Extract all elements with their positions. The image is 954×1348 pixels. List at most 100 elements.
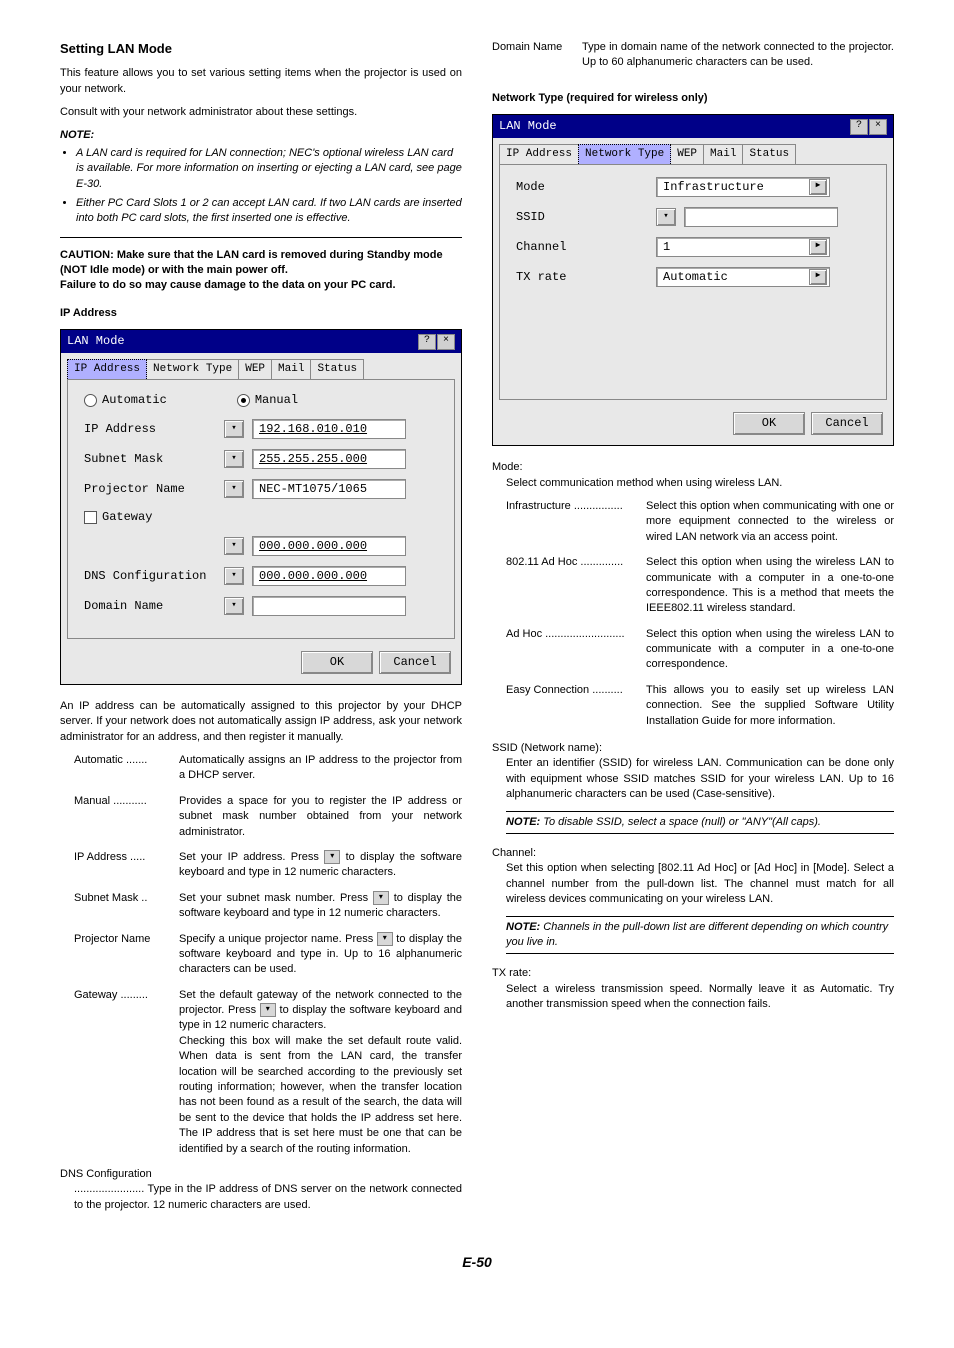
- intro-text: This feature allows you to set various s…: [60, 66, 462, 97]
- field-label: TX rate: [516, 269, 656, 286]
- tab-mail[interactable]: Mail: [703, 144, 743, 164]
- dialog-tabs: IP Address Network Type WEP Mail Status: [61, 353, 461, 379]
- network-type-heading: Network Type (required for wireless only…: [492, 91, 894, 106]
- ssid-label: SSID (Network name):: [492, 741, 894, 756]
- keyboard-inline-icon: ▾: [377, 932, 393, 946]
- cancel-button[interactable]: Cancel: [811, 412, 883, 435]
- tab-status[interactable]: Status: [310, 359, 364, 379]
- cancel-button[interactable]: Cancel: [379, 651, 451, 674]
- help-icon[interactable]: ?: [850, 119, 868, 135]
- tab-status[interactable]: Status: [742, 144, 796, 164]
- dialog-title-text: LAN Mode: [67, 333, 125, 350]
- keyboard-icon[interactable]: ▾: [224, 420, 244, 438]
- mode-select[interactable]: Infrastructure ▶: [656, 177, 830, 197]
- def-term: Manual ...........: [74, 794, 179, 840]
- lan-mode-dialog: LAN Mode ? × IP Address Network Type WEP…: [60, 329, 462, 685]
- def-desc: Set the default gateway of the network c…: [179, 988, 462, 1157]
- ssid-note: NOTE: To disable SSID, select a space (n…: [506, 811, 894, 834]
- keyboard-inline-icon: ▾: [373, 891, 389, 905]
- ip-address-field[interactable]: 192.168.010.010: [252, 419, 406, 439]
- field-label: Channel: [516, 239, 656, 256]
- ssid-desc: Enter an identifier (SSID) for wireless …: [506, 756, 894, 802]
- txrate-select[interactable]: Automatic ▶: [656, 267, 830, 287]
- channel-desc: Set this option when selecting [802.11 A…: [506, 861, 894, 907]
- chevron-right-icon: ▶: [809, 179, 827, 195]
- keyboard-icon[interactable]: ▾: [224, 567, 244, 585]
- ok-button[interactable]: OK: [733, 412, 805, 435]
- def-term: Infrastructure ................: [506, 499, 646, 545]
- projector-name-field[interactable]: NEC-MT1075/1065: [252, 479, 406, 499]
- def-term: Domain Name: [492, 40, 582, 71]
- keyboard-inline-icon: ▾: [324, 850, 340, 864]
- def-desc: Set your IP address. Press ▾ to display …: [179, 850, 462, 881]
- channel-label: Channel:: [492, 846, 894, 861]
- radio-automatic[interactable]: Automatic: [84, 392, 167, 409]
- field-label: Subnet Mask: [84, 451, 224, 468]
- note-label: NOTE:: [60, 129, 94, 141]
- def-desc: This allows you to easily set up wireles…: [646, 683, 894, 729]
- close-icon[interactable]: ×: [437, 334, 455, 350]
- gateway-field[interactable]: 000.000.000.000: [252, 536, 406, 556]
- keyboard-icon[interactable]: ▾: [656, 208, 676, 226]
- field-label: SSID: [516, 209, 656, 226]
- intro-text-2: Consult with your network administrator …: [60, 105, 462, 120]
- select-value: Infrastructure: [663, 179, 764, 196]
- def-term: Projector Name: [74, 932, 179, 978]
- field-label: Projector Name: [84, 481, 224, 498]
- page-number: E-50: [60, 1253, 894, 1273]
- def-term: Gateway .........: [74, 988, 179, 1157]
- tab-mail[interactable]: Mail: [271, 359, 311, 379]
- chevron-right-icon: ▶: [809, 239, 827, 255]
- def-desc: Type in domain name of the network conne…: [582, 40, 894, 71]
- def-desc: Set your subnet mask number. Press ▾ to …: [179, 891, 462, 922]
- def-term: Ad Hoc ..........................: [506, 627, 646, 673]
- keyboard-inline-icon: ▾: [260, 1003, 276, 1017]
- def-term: Subnet Mask ..: [74, 891, 179, 922]
- lan-mode-dialog-2: LAN Mode ? × IP Address Network Type WEP…: [492, 114, 894, 446]
- keyboard-icon[interactable]: ▾: [224, 450, 244, 468]
- def-desc: Specify a unique projector name. Press ▾…: [179, 932, 462, 978]
- radio-manual[interactable]: Manual: [237, 392, 298, 409]
- gateway-checkbox[interactable]: [84, 511, 97, 524]
- domain-name-field[interactable]: [252, 596, 406, 616]
- tab-wep[interactable]: WEP: [670, 144, 704, 164]
- tab-ip-address[interactable]: IP Address: [67, 359, 147, 379]
- note-item: Either PC Card Slots 1 or 2 can accept L…: [76, 196, 462, 227]
- tab-network-type[interactable]: Network Type: [146, 359, 239, 379]
- def-term: 802.11 Ad Hoc ..............: [506, 555, 646, 617]
- tab-ip-address[interactable]: IP Address: [499, 144, 579, 164]
- select-value: 1: [663, 239, 670, 256]
- radio-label: Manual: [255, 392, 298, 409]
- section-heading: Setting LAN Mode: [60, 40, 462, 58]
- ip-address-heading: IP Address: [60, 306, 462, 321]
- channel-select[interactable]: 1 ▶: [656, 237, 830, 257]
- def-term: Automatic .......: [74, 753, 179, 784]
- dns-config-label: DNS Configuration: [60, 1167, 462, 1182]
- keyboard-icon[interactable]: ▾: [224, 537, 244, 555]
- radio-icon: [84, 394, 97, 407]
- def-desc: Select this option when using the wirele…: [646, 555, 894, 617]
- help-icon[interactable]: ?: [418, 334, 436, 350]
- def-desc: Provides a space for you to register the…: [179, 794, 462, 840]
- dns-config-desc: ....................... Type in the IP a…: [74, 1182, 462, 1213]
- ssid-field[interactable]: [684, 207, 838, 227]
- dns-field[interactable]: 000.000.000.000: [252, 566, 406, 586]
- tab-wep[interactable]: WEP: [238, 359, 272, 379]
- mode-label: Mode:: [492, 460, 894, 475]
- select-value: Automatic: [663, 269, 728, 286]
- tab-network-type[interactable]: Network Type: [578, 144, 671, 164]
- subnet-mask-field[interactable]: 255.255.255.000: [252, 449, 406, 469]
- dialog-title-text: LAN Mode: [499, 118, 557, 135]
- dialog-titlebar: LAN Mode ? ×: [61, 330, 461, 353]
- tx-desc: Select a wireless transmission speed. No…: [506, 982, 894, 1013]
- def-desc: Automatically assigns an IP address to t…: [179, 753, 462, 784]
- radio-icon: [237, 394, 250, 407]
- note-item: A LAN card is required for LAN connectio…: [76, 146, 462, 192]
- keyboard-icon[interactable]: ▾: [224, 480, 244, 498]
- chevron-right-icon: ▶: [809, 269, 827, 285]
- field-label: Mode: [516, 179, 656, 196]
- mode-desc: Select communication method when using w…: [506, 476, 894, 491]
- ok-button[interactable]: OK: [301, 651, 373, 674]
- close-icon[interactable]: ×: [869, 119, 887, 135]
- keyboard-icon[interactable]: ▾: [224, 597, 244, 615]
